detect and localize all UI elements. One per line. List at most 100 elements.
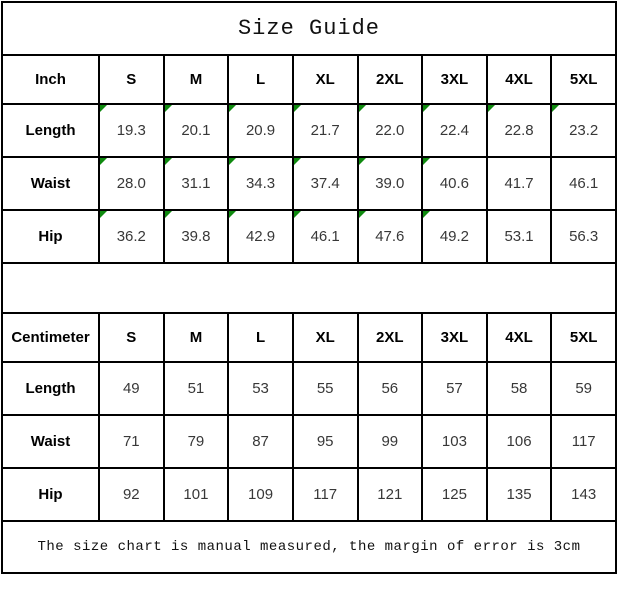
size-value: 53 [252,379,269,397]
size-value: 41.7 [504,174,534,192]
cell-comment-marker-icon [100,106,107,112]
size-value-cell: 57 [421,361,488,416]
cell-comment-marker-icon [359,106,366,112]
size-value-cell: 56 [356,361,424,416]
size-value: 46.1 [569,174,599,192]
size-col-header-m: M [162,312,230,363]
size-value-cell: 20.1 [162,103,230,158]
size-value-cell: 117 [550,414,617,469]
size-value: 103 [441,432,467,450]
footer-note: The size chart is manual measured, the m… [1,520,617,574]
cell-comment-marker-icon [100,212,107,218]
size-value: 22.0 [375,121,405,139]
cell-comment-marker-icon [230,159,237,165]
size-value-cell: 92 [98,467,165,522]
row-label-waist: Waist [1,414,100,469]
size-value: 117 [313,485,338,503]
size-col-header-xl: XL [291,312,359,363]
cm-length-row: Length 49 51 53 55 56 57 58 59 [1,361,617,416]
spacer-row [1,262,617,314]
size-value-cell: 20.9 [227,103,294,158]
size-value-cell: 79 [162,414,230,469]
size-col-header-2xl: 2XL [356,312,424,363]
size-value: 59 [575,379,593,397]
size-value: 51 [187,379,205,397]
size-value: 49 [122,379,140,397]
size-value-cell: 135 [485,467,553,522]
size-value: 40.6 [439,174,470,192]
spacer-cell [1,262,617,314]
size-value: 20.9 [245,121,276,139]
size-value-cell: 53.1 [485,209,553,264]
size-value: 28.0 [116,174,146,192]
size-value-cell: 39.0 [356,156,424,211]
size-value: 36.2 [116,227,146,245]
inch-length-row: Length 19.3 20.1 20.9 21.7 22.0 22.4 22.… [1,103,617,158]
size-value: 121 [377,485,403,503]
size-value: 47.6 [375,227,405,245]
size-value-cell: 22.0 [356,103,424,158]
cm-header-row: Centimeter S M L XL 2XL 3XL 4XL 5XL [1,312,617,363]
size-value-cell: 49.2 [421,209,488,264]
row-label-hip: Hip [1,467,100,522]
size-value: 37.4 [310,174,340,192]
size-col-header-s: S [98,54,165,105]
size-value: 57 [446,379,463,397]
size-value-cell: 121 [356,467,424,522]
inch-hip-row: Hip 36.2 39.8 42.9 46.1 47.6 49.2 53.1 5… [1,209,617,264]
size-value: 19.3 [116,121,146,139]
cell-comment-marker-icon [294,159,301,165]
size-value: 39.8 [181,227,211,245]
size-value-cell: 19.3 [98,103,165,158]
size-col-header-4xl: 4XL [485,312,553,363]
size-value-cell: 51 [162,361,230,416]
cell-comment-marker-icon [165,212,172,218]
size-value: 22.4 [439,121,470,139]
size-value: 56.3 [569,227,599,245]
title-row: Size Guide [1,1,617,56]
size-col-header-m: M [162,54,230,105]
size-value-cell: 99 [356,414,424,469]
cell-comment-marker-icon [165,106,172,112]
size-value-cell: 101 [162,467,230,522]
size-value: 71 [122,432,140,450]
row-label-length: Length [1,361,100,416]
size-value: 135 [506,485,532,503]
size-value-cell: 125 [421,467,488,522]
row-label-hip: Hip [1,209,100,264]
size-value: 109 [248,485,274,503]
size-value-cell: 46.1 [291,209,359,264]
size-value: 117 [571,432,596,450]
row-label-length: Length [1,103,100,158]
size-value-cell: 34.3 [227,156,294,211]
size-value-cell: 117 [291,467,359,522]
size-value: 39.0 [375,174,405,192]
size-value: 125 [441,485,467,503]
size-value: 95 [316,432,334,450]
size-value-cell: 42.9 [227,209,294,264]
size-value-cell: 87 [227,414,294,469]
size-value-cell: 59 [550,361,617,416]
size-value: 49.2 [439,227,470,245]
size-col-header-5xl: 5XL [550,312,617,363]
size-value: 31.1 [181,174,211,192]
size-value-cell: 103 [421,414,488,469]
size-value: 79 [187,432,205,450]
cm-hip-row: Hip 92 101 109 117 121 125 135 143 [1,467,617,522]
size-value-cell: 71 [98,414,165,469]
size-value-cell: 22.4 [421,103,488,158]
size-value: 20.1 [181,121,211,139]
size-value: 23.2 [569,121,599,139]
cell-comment-marker-icon [294,106,301,112]
size-value: 53.1 [504,227,534,245]
cell-comment-marker-icon [424,106,431,112]
size-value-cell: 58 [485,361,553,416]
size-value: 58 [510,379,528,397]
size-value-cell: 40.6 [421,156,488,211]
cell-comment-marker-icon [230,212,237,218]
size-value-cell: 143 [550,467,617,522]
size-value-cell: 22.8 [485,103,553,158]
size-value-cell: 109 [227,467,294,522]
size-value-cell: 39.8 [162,209,230,264]
inch-waist-row: Waist 28.0 31.1 34.3 37.4 39.0 40.6 41.7… [1,156,617,211]
